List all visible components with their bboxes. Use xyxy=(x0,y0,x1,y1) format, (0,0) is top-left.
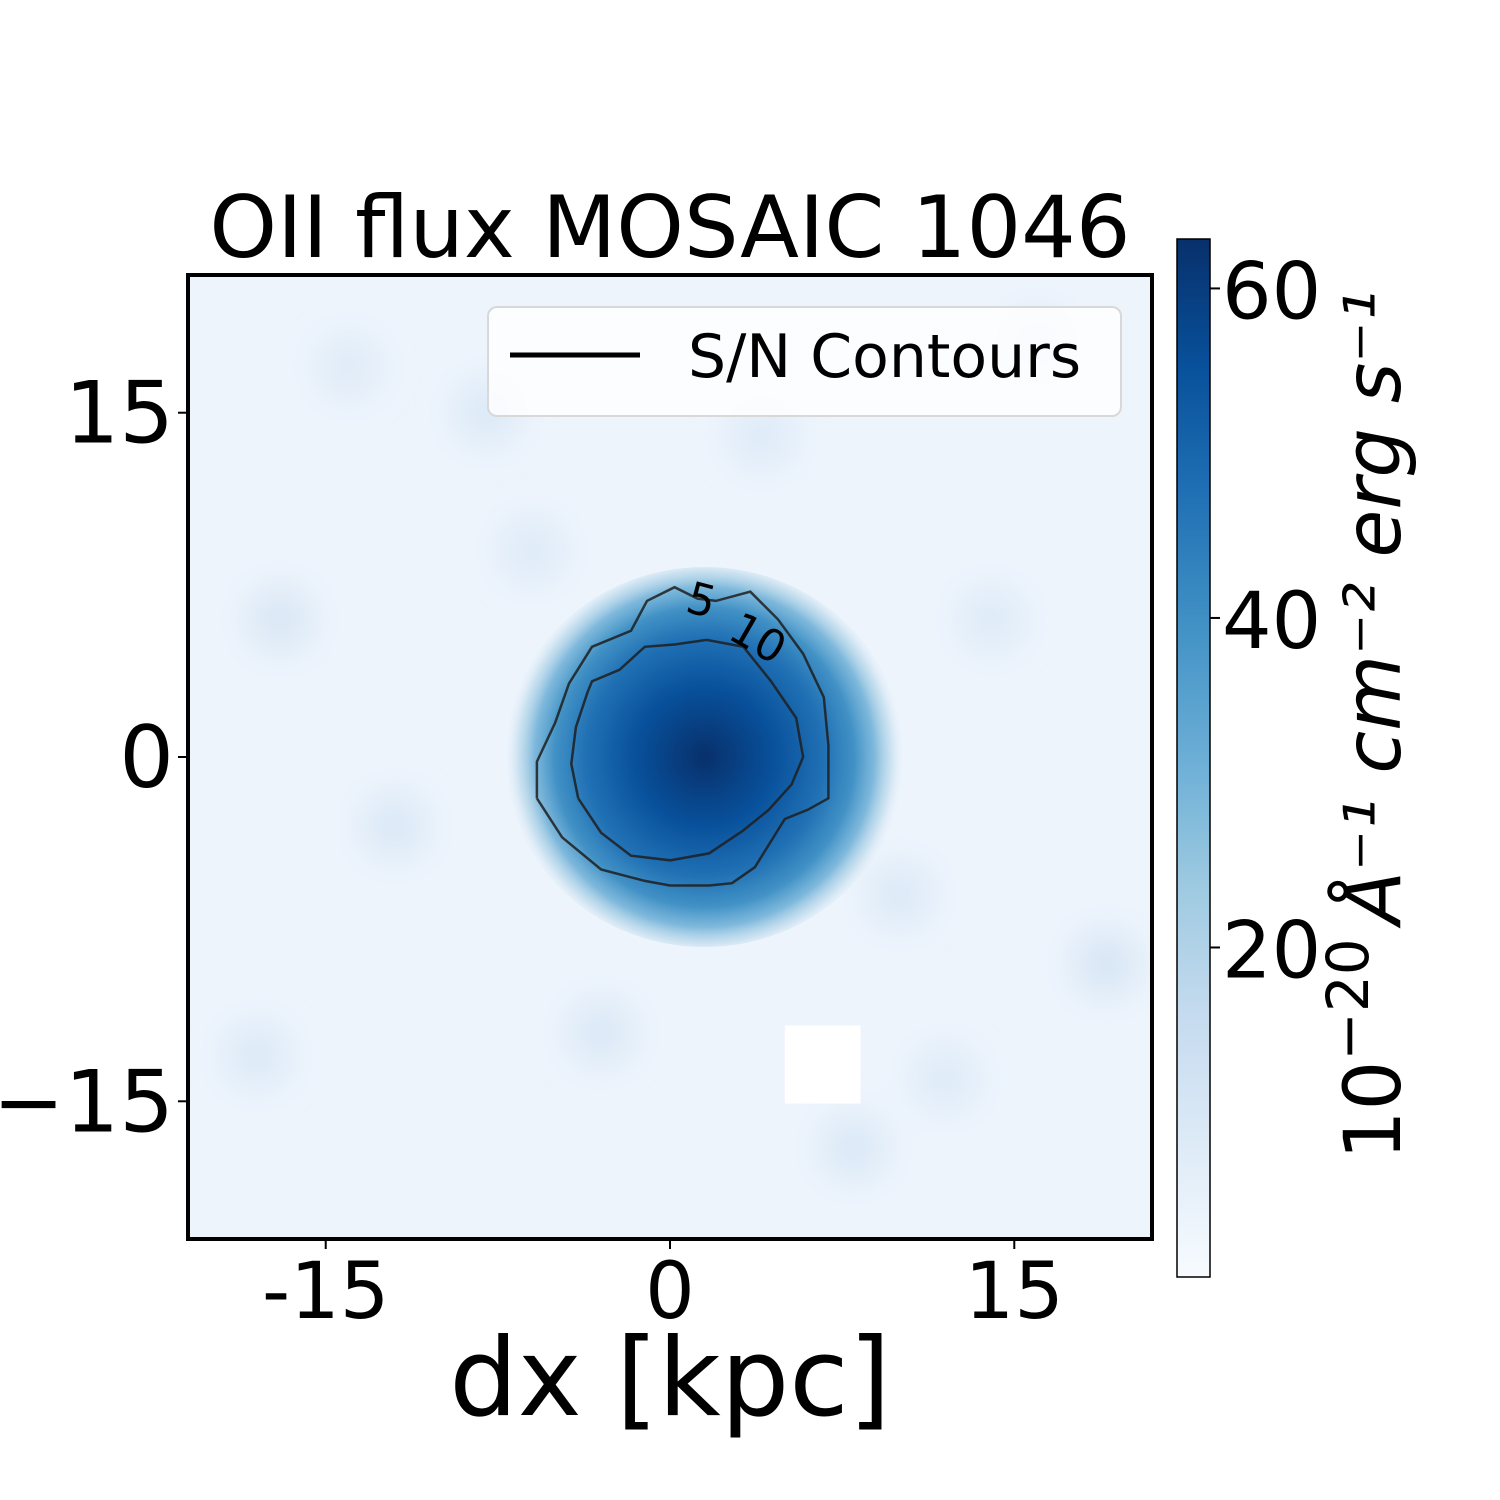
noise-blotch xyxy=(247,587,312,652)
legend-label-sn-contours: S/N Contours xyxy=(688,322,1081,392)
noise-blotch xyxy=(224,1023,289,1088)
noise-blotch xyxy=(316,334,381,399)
x-tick-label: 0 xyxy=(645,1247,695,1337)
colorbar-tick-label: 20 xyxy=(1222,906,1321,996)
noise-blotch xyxy=(569,1000,634,1065)
legend-box xyxy=(487,306,1122,417)
contour-line-10 xyxy=(570,638,805,862)
x-tick-label: 15 xyxy=(965,1247,1064,1337)
x-axis: -15 0 15 xyxy=(262,1239,1064,1337)
x-axis-label: dx [kpc] xyxy=(449,1316,891,1441)
colorbar-label-exponent: −20 xyxy=(1314,938,1382,1060)
colorbar-fill xyxy=(1177,239,1210,1277)
noise-blotch xyxy=(821,1115,886,1180)
noise-blotch xyxy=(362,793,427,858)
x-tick-label: -15 xyxy=(262,1247,389,1337)
emission-peak xyxy=(504,567,905,947)
contour-line-5 xyxy=(535,585,830,887)
colorbar-frame xyxy=(1176,238,1211,1278)
noise-blotch xyxy=(1074,931,1139,996)
plot-area: 510 xyxy=(186,273,1154,1241)
colorbar-tick-label: 40 xyxy=(1222,577,1321,667)
noise-blotch xyxy=(867,862,932,927)
noise-blotch xyxy=(500,518,565,583)
masked-region xyxy=(784,1025,861,1104)
colorbar: 20 40 60 10−20 Å⁻¹ cm⁻² erg s⁻¹ xyxy=(1176,238,1419,1278)
colorbar-label: 10−20 Å⁻¹ cm⁻² erg s⁻¹ xyxy=(1314,290,1419,1160)
legend: S/N Contours xyxy=(487,306,1122,417)
colorbar-label-base: 10 xyxy=(1329,1061,1419,1160)
y-tick-label: −15 xyxy=(0,1052,174,1152)
colorbar-label-units: Å⁻¹ cm⁻² erg s⁻¹ xyxy=(1327,290,1419,929)
y-tick-label: 15 xyxy=(65,364,174,464)
y-axis: 15 0 −15 xyxy=(0,364,188,1152)
colorbar-ticks: 20 40 60 xyxy=(1210,247,1321,996)
noise-blotch xyxy=(959,587,1024,652)
noise-blotch xyxy=(913,1046,978,1111)
noise-blotch xyxy=(729,403,794,468)
y-tick-label: 0 xyxy=(119,708,174,808)
colorbar-tick-label: 60 xyxy=(1222,247,1321,337)
chart-title: OII flux MOSAIC 1046 xyxy=(209,178,1130,278)
